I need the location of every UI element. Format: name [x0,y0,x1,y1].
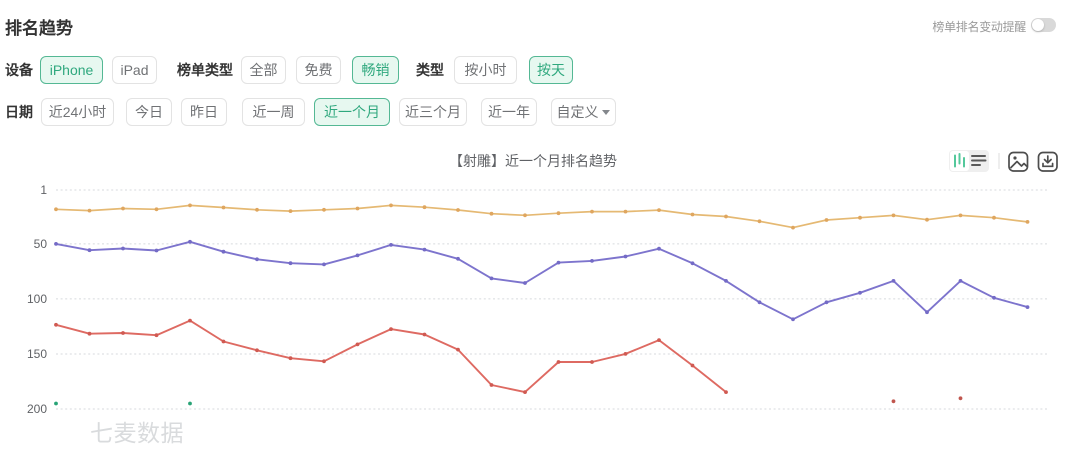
svg-text:1: 1 [40,183,47,197]
svg-text:200: 200 [27,402,47,416]
svg-text:150: 150 [27,347,47,361]
svg-text:100: 100 [27,292,47,306]
svg-text:50: 50 [34,237,48,251]
